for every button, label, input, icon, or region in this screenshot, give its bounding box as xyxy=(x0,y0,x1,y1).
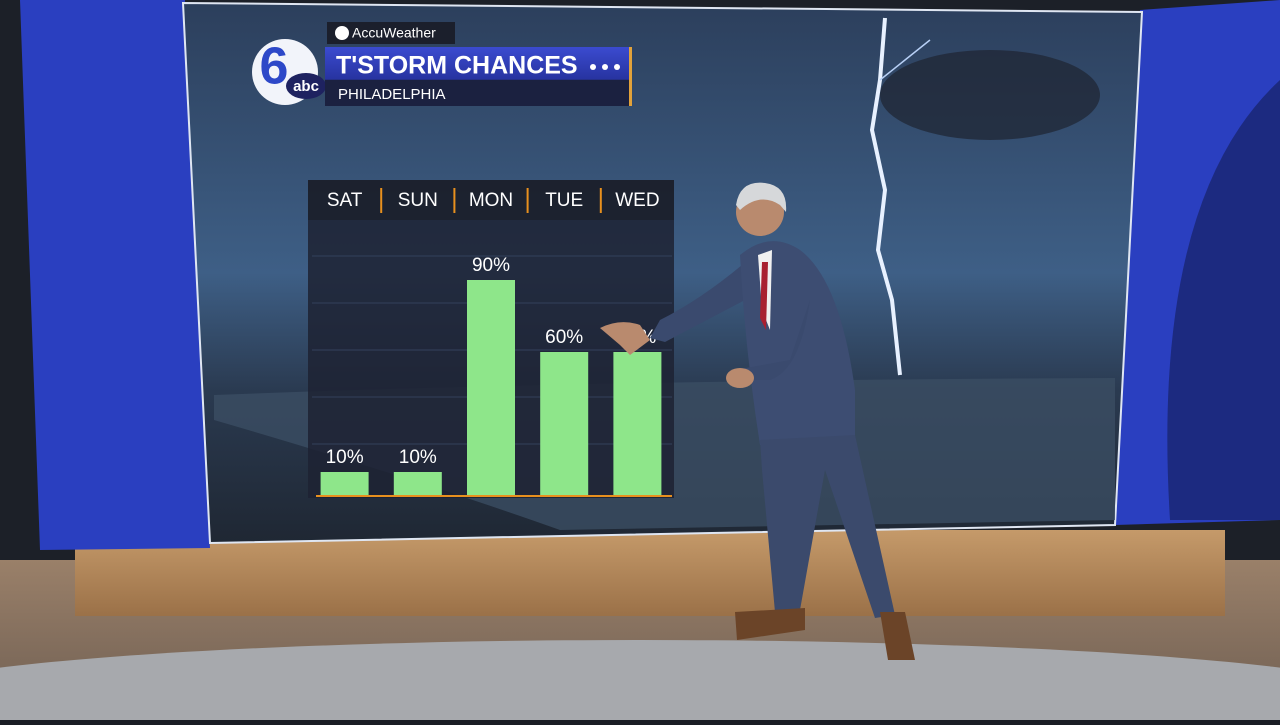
title-dot xyxy=(614,64,620,70)
floor-circle xyxy=(0,640,1280,725)
title-bar xyxy=(325,47,632,106)
brand-icon xyxy=(335,26,349,40)
left-panel xyxy=(0,0,210,550)
title-dot xyxy=(590,64,596,70)
value-label: 10% xyxy=(326,447,364,468)
logo-network: abc xyxy=(293,78,319,95)
bar xyxy=(613,352,662,496)
wood-base xyxy=(75,530,1225,616)
brand-box xyxy=(327,22,455,44)
bar xyxy=(467,280,515,496)
lightning-branch xyxy=(879,39,931,81)
logo-number: 6 xyxy=(260,38,289,96)
chart-title: T'STORM CHANCES xyxy=(336,52,578,80)
bar xyxy=(320,472,369,496)
title-dot xyxy=(602,64,608,70)
value-label: 60% xyxy=(545,327,583,348)
cloud xyxy=(880,50,1100,140)
x-tick-label: MON xyxy=(469,190,513,211)
right-swoosh xyxy=(1167,80,1280,520)
value-label: 90% xyxy=(472,255,510,276)
chart-subtitle: PHILADELPHIA xyxy=(338,86,446,103)
chart-header xyxy=(308,180,674,220)
x-tick-label: TUE xyxy=(545,190,583,211)
title-accent xyxy=(629,47,632,106)
bar xyxy=(540,352,589,496)
value-label: 10% xyxy=(399,447,437,468)
brand: AccuWeather xyxy=(352,25,436,41)
presenter xyxy=(600,182,915,660)
x-tick-label: SUN xyxy=(398,190,438,211)
x-tick-label: SAT xyxy=(327,190,363,211)
bar xyxy=(393,472,442,496)
x-tick-label: WED xyxy=(615,190,659,211)
logo-network-bg xyxy=(286,73,326,99)
